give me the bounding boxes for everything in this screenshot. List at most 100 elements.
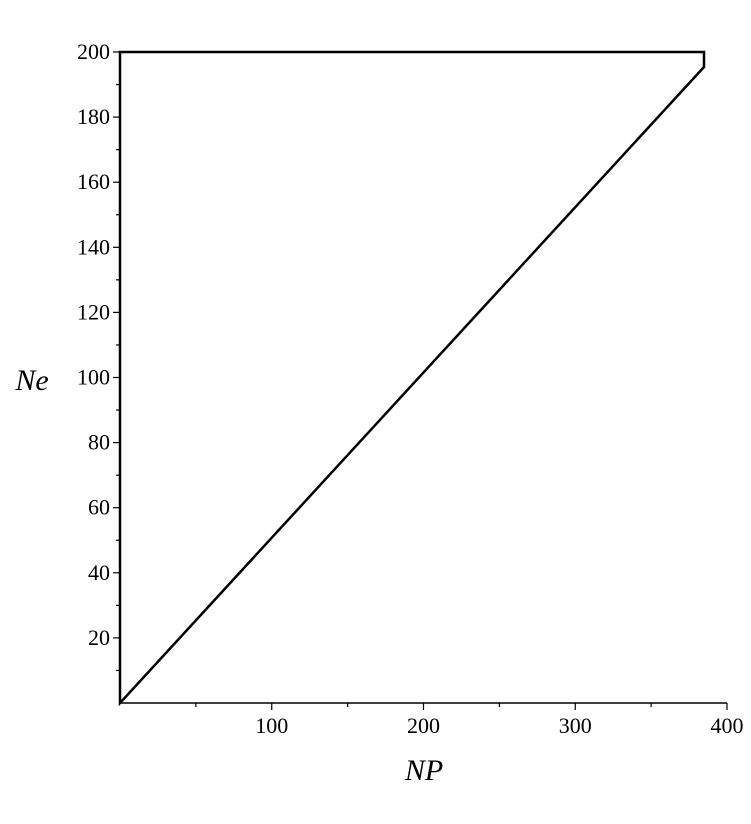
contour-cell (416, 612, 421, 617)
contour-cell (322, 624, 327, 629)
contour-cell (521, 618, 526, 623)
contour-cell (500, 658, 505, 663)
contour-cell (143, 689, 148, 694)
contour-cell (537, 624, 542, 629)
contour-cell (608, 643, 613, 648)
contour-cell (207, 680, 212, 685)
contour-cell (399, 646, 404, 651)
contour-cell (345, 696, 350, 700)
contour-cell (338, 631, 343, 635)
contour-cell (497, 643, 502, 648)
contour-cell (430, 668, 434, 672)
contour-cell (561, 643, 566, 648)
contour-cell (264, 624, 269, 629)
contour-cell (517, 618, 522, 623)
contour-cell (342, 643, 347, 648)
contour-cell (642, 640, 647, 645)
contour-cell (500, 686, 505, 691)
contour-cell (386, 658, 391, 663)
contour-cell (403, 683, 408, 688)
contour-cell (477, 618, 482, 623)
contour-cell (537, 662, 542, 666)
contour-cell (696, 643, 701, 648)
contour-cell (183, 640, 188, 645)
contour-cell (605, 686, 610, 691)
contour-cell (527, 621, 532, 626)
contour-cell (541, 696, 546, 700)
contour-cell (419, 689, 424, 694)
contour-cell (581, 621, 586, 626)
contour-cell (635, 618, 640, 623)
contour-cell (514, 680, 519, 685)
contour-cell (298, 640, 303, 645)
contour-cell (338, 683, 343, 688)
contour-cell (258, 640, 263, 645)
contour-cell (510, 631, 515, 635)
contour-cell (167, 674, 172, 679)
contour-cell (382, 696, 387, 700)
contour-cell (231, 674, 236, 679)
contour-cell (183, 668, 188, 672)
contour-cell (335, 689, 340, 694)
contour-cell (504, 612, 509, 617)
contour-cell (433, 643, 438, 648)
contour-cell (628, 612, 633, 617)
contour-cell (659, 665, 664, 669)
contour-cell (483, 655, 488, 660)
contour-cell (497, 646, 502, 651)
contour-cell (477, 649, 482, 654)
contour-cell (666, 693, 670, 697)
contour-cell (322, 640, 327, 645)
contour-cell (386, 643, 391, 648)
contour-cell (170, 665, 175, 669)
contour-cell (527, 689, 532, 694)
contour-cell (399, 615, 404, 620)
contour-cell (470, 631, 475, 635)
contour-cell (632, 615, 637, 620)
contour-cell (177, 655, 182, 660)
contour-cell (342, 668, 347, 672)
contour-cell (443, 609, 448, 614)
contour-cell (470, 668, 475, 672)
contour-cell (268, 609, 273, 614)
contour-cell (504, 643, 509, 648)
contour-cell (497, 693, 502, 697)
contour-cell (217, 680, 222, 685)
contour-cell (312, 640, 316, 645)
contour-cell (349, 683, 354, 688)
contour-cell (349, 628, 354, 632)
contour-cell (524, 631, 529, 635)
contour-cell (430, 665, 434, 669)
contour-cell (463, 696, 468, 700)
contour-cell (403, 696, 408, 700)
contour-cell (268, 612, 273, 617)
contour-cell (595, 677, 600, 682)
contour-cell (379, 655, 384, 660)
contour-cell (605, 615, 610, 620)
contour-cell (163, 677, 168, 682)
contour-cell (197, 674, 202, 679)
contour-cell (662, 662, 667, 666)
contour-cell (190, 689, 195, 694)
contour-cell (666, 680, 670, 685)
contour-cell (440, 646, 445, 651)
contour-cell (517, 615, 522, 620)
contour-cell (318, 615, 323, 620)
contour-cell (389, 612, 394, 617)
contour-cell (281, 671, 286, 676)
contour-cell (389, 689, 394, 694)
contour-cell (720, 619, 724, 623)
contour-cell (197, 677, 202, 682)
contour-cell (659, 668, 664, 672)
contour-cell (689, 662, 694, 666)
contour-cell (521, 680, 526, 685)
contour-cell (167, 689, 172, 694)
contour-cell (659, 686, 664, 691)
contour-cell (591, 674, 596, 679)
contour-cell (720, 650, 724, 654)
contour-cell (291, 662, 296, 666)
contour-cell (500, 677, 505, 682)
contour-cell (642, 631, 647, 635)
contour-cell (278, 683, 283, 688)
contour-cell (440, 631, 445, 635)
